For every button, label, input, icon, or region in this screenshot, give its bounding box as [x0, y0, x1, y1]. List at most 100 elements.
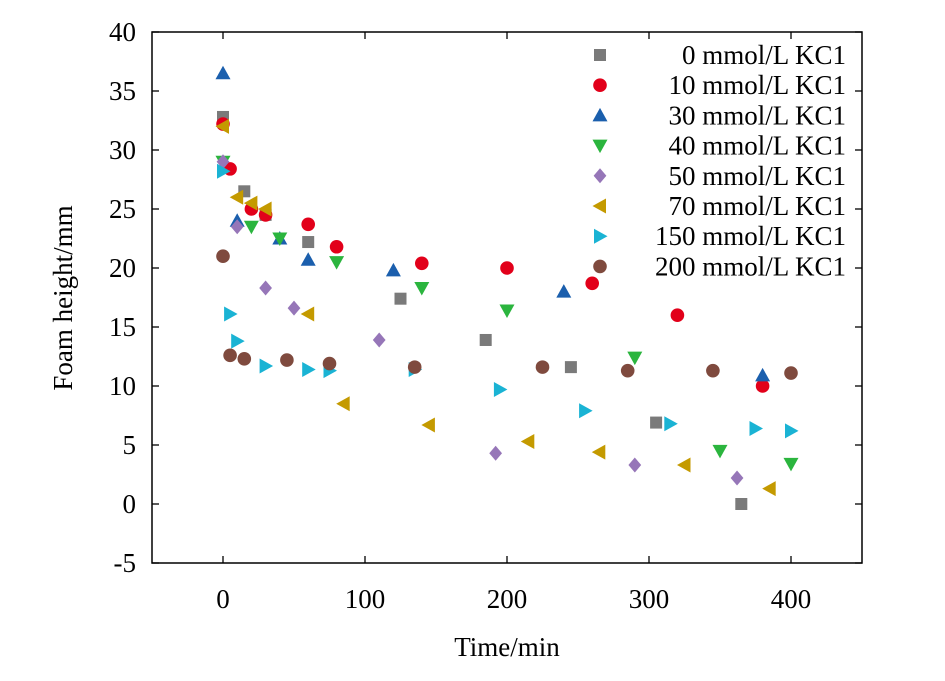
data-point — [336, 396, 350, 412]
x-tick-label: 100 — [345, 584, 386, 614]
data-point — [217, 163, 231, 179]
data-point — [556, 284, 572, 298]
data-point — [670, 308, 685, 323]
legend-label: 50 mmol/L KC1 — [668, 161, 846, 191]
legend-marker — [593, 259, 607, 274]
legend-marker — [592, 107, 608, 122]
y-tick-label: 10 — [109, 371, 136, 401]
data-point — [259, 280, 272, 296]
data-point — [591, 444, 606, 460]
data-point — [755, 379, 770, 393]
legend-label: 0 mmol/L KC1 — [682, 40, 846, 70]
y-tick-label: 0 — [123, 489, 137, 519]
data-point — [302, 361, 316, 377]
data-point — [394, 292, 407, 305]
data-point — [243, 220, 259, 235]
data-point — [280, 353, 294, 367]
data-point — [229, 189, 244, 205]
data-point — [272, 232, 288, 246]
series-4 — [216, 154, 744, 486]
legend-item: 200 mmol/L KC1 — [593, 251, 846, 281]
legend-item: 0 mmol/L KC1 — [594, 40, 846, 70]
data-point — [664, 416, 678, 432]
series-5 — [215, 118, 776, 497]
data-point — [372, 332, 386, 348]
data-point — [712, 444, 728, 459]
legend-item: 150 mmol/L KC1 — [594, 221, 846, 251]
data-point — [535, 360, 550, 374]
data-point — [730, 470, 744, 486]
legend-label: 40 mmol/L KC1 — [668, 131, 846, 161]
data-point — [407, 360, 422, 374]
legend-label: 70 mmol/L KC1 — [668, 191, 846, 221]
x-tick-label: 200 — [487, 584, 528, 614]
x-axis-title: Time/min — [454, 632, 560, 662]
legend-marker — [592, 198, 606, 214]
data-point — [479, 333, 492, 346]
data-point — [677, 457, 691, 473]
y-tick-label: 35 — [109, 76, 136, 106]
data-point — [258, 201, 272, 217]
y-tick-label: 25 — [109, 194, 136, 224]
data-point — [579, 403, 593, 419]
data-point — [243, 195, 258, 211]
data-point — [650, 416, 663, 429]
data-point — [329, 239, 344, 254]
data-point — [520, 433, 535, 449]
data-point — [749, 420, 763, 436]
legend-item: 40 mmol/L KC1 — [592, 131, 846, 161]
y-tick-label: 5 — [123, 430, 137, 460]
data-point — [230, 219, 244, 235]
legend-marker — [592, 139, 608, 154]
data-point — [215, 118, 229, 134]
data-point — [585, 276, 599, 291]
data-point — [735, 498, 748, 510]
data-point — [302, 236, 315, 249]
legend-marker — [593, 168, 607, 184]
data-point — [564, 361, 577, 374]
data-point — [301, 217, 316, 232]
series-2 — [215, 65, 771, 382]
legend-marker — [593, 78, 607, 92]
legend-item: 70 mmol/L KC1 — [592, 191, 846, 221]
data-point — [500, 261, 514, 275]
data-point — [259, 358, 274, 374]
data-point — [493, 382, 508, 398]
y-tick-label: 20 — [109, 253, 136, 283]
legend-label: 30 mmol/L KC1 — [668, 100, 846, 130]
data-point — [762, 481, 776, 497]
data-point — [755, 367, 771, 382]
data-point — [224, 306, 238, 322]
data-point — [628, 457, 642, 473]
legend-label: 10 mmol/L KC1 — [668, 70, 846, 100]
series-7 — [216, 249, 798, 380]
data-point — [287, 300, 301, 316]
y-axis-title: Foam height/mm — [48, 205, 78, 390]
data-point — [237, 352, 252, 366]
legend-label: 200 mmol/L KC1 — [655, 251, 846, 281]
data-point — [215, 65, 231, 80]
data-point — [300, 306, 315, 322]
y-tick-label: -5 — [114, 548, 137, 578]
legend-item: 10 mmol/L KC1 — [593, 70, 846, 100]
data-point — [706, 363, 720, 378]
data-point — [329, 256, 345, 270]
data-point — [627, 351, 643, 366]
data-point — [499, 304, 515, 318]
y-tick-label: 15 — [109, 312, 136, 342]
x-tick-label: 0 — [216, 584, 230, 614]
x-tick-label: 400 — [771, 584, 812, 614]
data-point — [231, 333, 245, 349]
data-point — [415, 256, 429, 271]
legend-item: 50 mmol/L KC1 — [593, 161, 846, 191]
legend-item: 30 mmol/L KC1 — [592, 100, 846, 130]
data-point — [489, 445, 503, 461]
y-tick-label: 40 — [109, 17, 136, 47]
data-point — [421, 417, 435, 433]
data-point — [385, 262, 401, 277]
data-point — [783, 457, 799, 472]
data-point — [216, 249, 230, 263]
data-point — [414, 282, 430, 296]
legend-marker — [594, 228, 608, 244]
